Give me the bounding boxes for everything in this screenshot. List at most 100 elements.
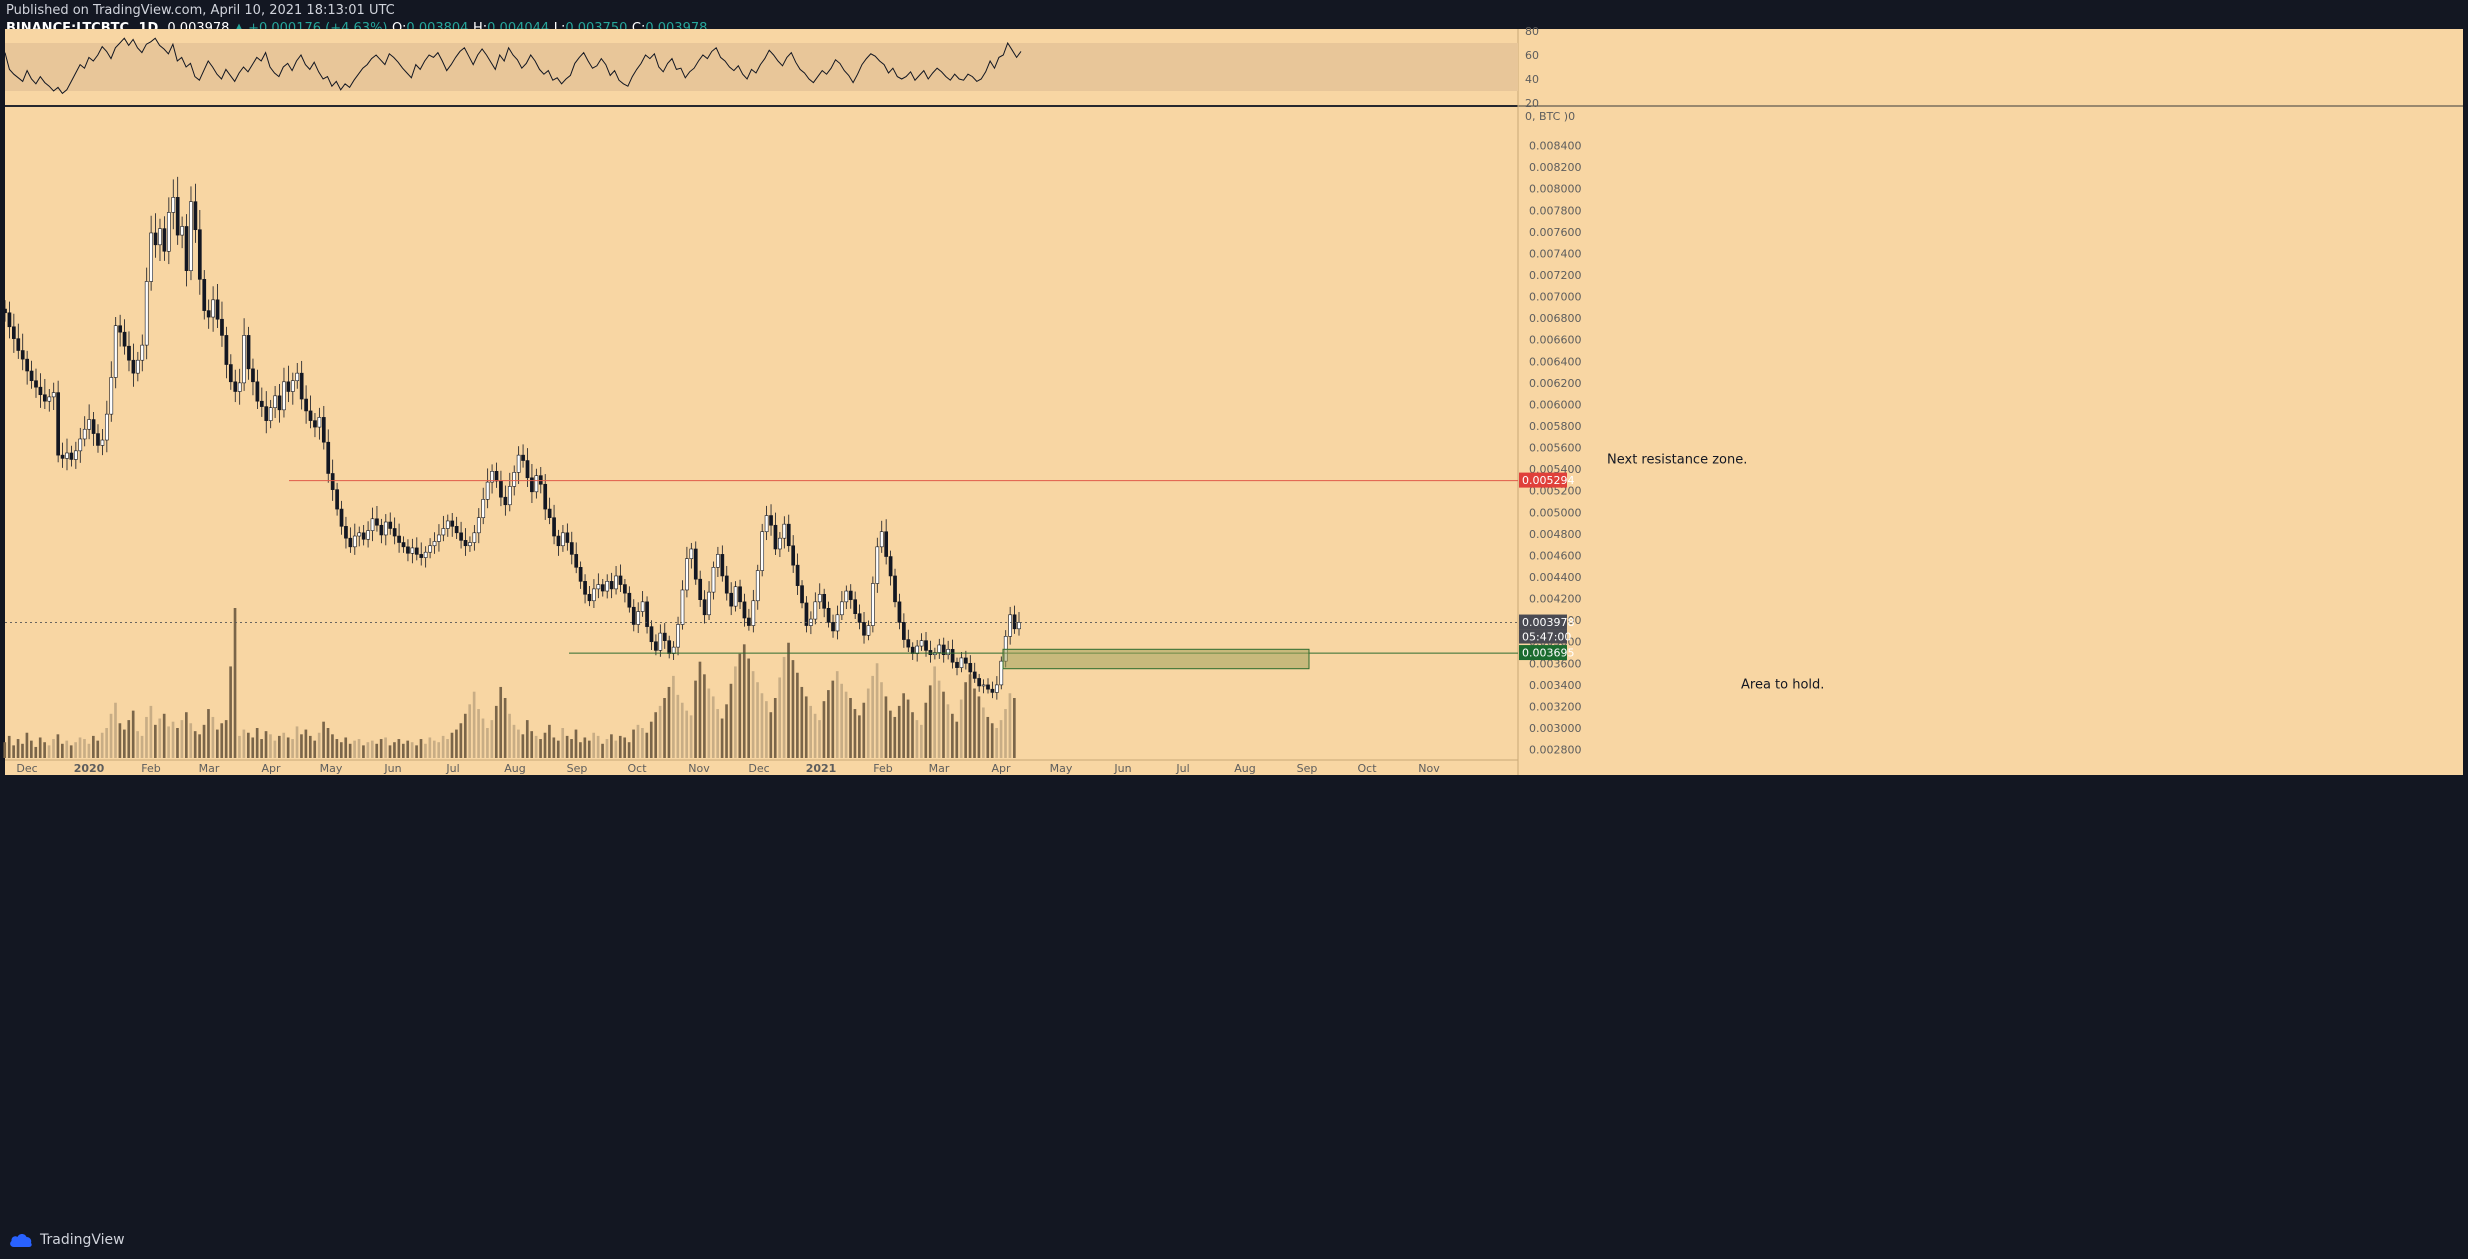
time-tick-label: Sep	[1297, 762, 1318, 775]
volume-bar	[610, 734, 613, 758]
volume-bar	[260, 739, 263, 758]
volume-bar	[570, 739, 573, 758]
volume-bar	[853, 709, 857, 758]
volume-bar	[47, 745, 51, 758]
candle-body	[96, 433, 100, 446]
volume-bar	[251, 737, 255, 758]
time-tick-label: May	[1050, 762, 1073, 775]
candle-body	[91, 419, 96, 434]
candle-body	[344, 526, 348, 539]
candle-body	[676, 624, 680, 648]
volume-bar	[654, 712, 658, 758]
volume-bar	[862, 702, 866, 758]
candle-body	[507, 486, 512, 506]
volume-bar	[1013, 698, 1016, 758]
candle-body	[180, 226, 184, 236]
rsi-line	[4, 37, 1022, 95]
volume-bar	[831, 680, 835, 758]
candle-body	[78, 438, 83, 452]
candle-body	[476, 517, 481, 534]
candle-body	[817, 593, 822, 603]
volume-bar	[840, 683, 843, 758]
volume-bar	[822, 701, 826, 758]
candle-body	[454, 526, 459, 534]
last-price-tag-bg	[1519, 614, 1567, 630]
volume-bar	[738, 653, 742, 758]
volume-bar	[388, 745, 392, 758]
time-tick-label: Jul	[1175, 762, 1189, 775]
volume-bar	[548, 724, 551, 758]
volume-bar	[813, 713, 817, 758]
price-tick-label: 0.003000	[1529, 722, 1582, 735]
published-caption: Published on TradingView.com, April 10, …	[6, 3, 395, 18]
candle-body	[127, 345, 131, 361]
candle-body	[826, 608, 831, 623]
time-tick-label: Jun	[383, 762, 401, 775]
volume-bar	[645, 732, 649, 758]
candle-body	[321, 417, 326, 443]
volume-bar	[432, 740, 436, 758]
tradingview-brand[interactable]: TradingView	[8, 1231, 125, 1249]
candle-body	[654, 641, 658, 651]
volume-bar	[410, 742, 414, 758]
volume-bar	[676, 694, 680, 758]
volume-bar	[215, 729, 219, 758]
candle-body	[87, 419, 91, 430]
candle-body	[295, 372, 300, 382]
candle-body	[547, 508, 552, 519]
candle-body	[751, 600, 756, 626]
volume-bar	[477, 709, 480, 758]
volume-bar	[658, 705, 662, 758]
volume-bar	[707, 688, 711, 758]
volume-bar	[437, 742, 441, 758]
candle-body	[118, 325, 122, 333]
candle-body	[171, 197, 176, 213]
volume-bar	[459, 723, 463, 758]
volume-bar	[344, 737, 348, 758]
volume-bar	[246, 732, 250, 758]
volume-bar	[30, 740, 33, 758]
volume-bar	[601, 743, 604, 758]
price-tick-label: 0.006400	[1529, 355, 1582, 368]
rsi-band	[5, 43, 1518, 91]
candle-body	[800, 585, 804, 604]
volume-bar	[238, 735, 241, 758]
volume-bar	[224, 720, 228, 758]
candle-body	[618, 575, 623, 585]
candle-body	[552, 517, 556, 537]
candle-body	[60, 454, 65, 459]
volume-bar	[614, 740, 618, 758]
volume-bar	[167, 726, 170, 758]
volume-bar	[370, 740, 374, 758]
volume-bar	[605, 739, 609, 758]
candle-body	[972, 671, 977, 679]
candle-body	[640, 601, 645, 612]
candle-body	[308, 410, 313, 421]
volume-bar	[286, 737, 290, 758]
time-tick-label: Oct	[1357, 762, 1377, 775]
candle-body	[220, 318, 224, 336]
candle-body	[857, 613, 862, 623]
price-tick-label: 0.005200	[1529, 485, 1582, 498]
volume-bar	[769, 712, 773, 758]
time-tick-label: Aug	[504, 762, 525, 775]
countdown-tag-bg	[1519, 629, 1567, 644]
price-tick-label: 0.007200	[1529, 269, 1582, 282]
candle-body	[773, 524, 778, 550]
candle-body	[946, 648, 951, 655]
volume-bar	[667, 686, 671, 758]
volume-bar	[269, 734, 272, 758]
volume-bar	[525, 720, 529, 758]
time-tick-label: Aug	[1234, 762, 1255, 775]
volume-bar	[685, 710, 689, 758]
volume-bar	[322, 721, 325, 758]
candle-body	[658, 632, 663, 651]
candle-body	[158, 228, 162, 246]
volume-bar	[100, 732, 104, 758]
volume-bar	[703, 674, 706, 758]
candle-body	[206, 310, 211, 318]
candle-body	[831, 622, 835, 632]
candle-body	[122, 331, 127, 347]
candle-body	[468, 542, 472, 547]
